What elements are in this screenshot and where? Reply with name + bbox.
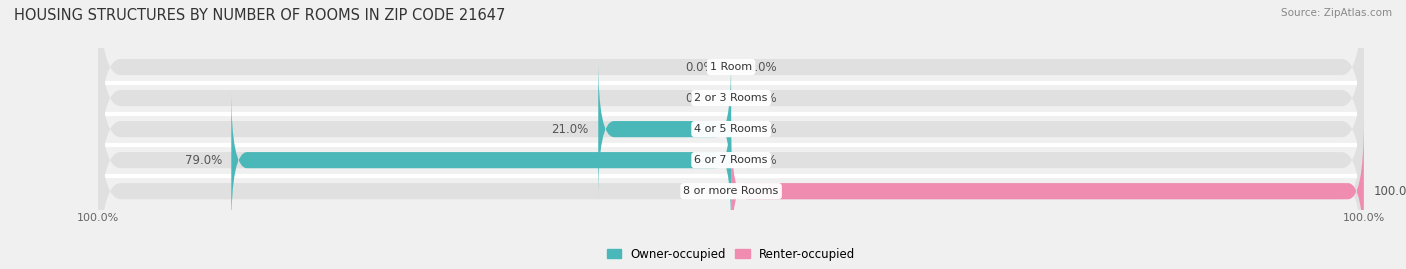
Text: Source: ZipAtlas.com: Source: ZipAtlas.com	[1281, 8, 1392, 18]
Text: 0.0%: 0.0%	[747, 91, 776, 105]
Text: 21.0%: 21.0%	[551, 123, 589, 136]
Text: 0.0%: 0.0%	[747, 123, 776, 136]
Text: 0.0%: 0.0%	[686, 185, 716, 198]
Text: 79.0%: 79.0%	[184, 154, 222, 167]
Text: 0.0%: 0.0%	[686, 91, 716, 105]
Text: HOUSING STRUCTURES BY NUMBER OF ROOMS IN ZIP CODE 21647: HOUSING STRUCTURES BY NUMBER OF ROOMS IN…	[14, 8, 505, 23]
FancyBboxPatch shape	[98, 29, 1364, 230]
FancyBboxPatch shape	[731, 122, 1364, 261]
FancyBboxPatch shape	[231, 91, 731, 230]
FancyBboxPatch shape	[599, 60, 731, 199]
FancyBboxPatch shape	[98, 0, 1364, 199]
Text: 100.0%: 100.0%	[1374, 185, 1406, 198]
Text: 4 or 5 Rooms: 4 or 5 Rooms	[695, 124, 768, 134]
FancyBboxPatch shape	[98, 91, 1364, 269]
Text: 0.0%: 0.0%	[747, 61, 776, 73]
Text: 0.0%: 0.0%	[686, 61, 716, 73]
Text: 6 or 7 Rooms: 6 or 7 Rooms	[695, 155, 768, 165]
FancyBboxPatch shape	[98, 0, 1364, 168]
Text: 8 or more Rooms: 8 or more Rooms	[683, 186, 779, 196]
FancyBboxPatch shape	[98, 60, 1364, 261]
Text: 2 or 3 Rooms: 2 or 3 Rooms	[695, 93, 768, 103]
Text: 0.0%: 0.0%	[747, 154, 776, 167]
Text: 1 Room: 1 Room	[710, 62, 752, 72]
Legend: Owner-occupied, Renter-occupied: Owner-occupied, Renter-occupied	[602, 243, 860, 265]
